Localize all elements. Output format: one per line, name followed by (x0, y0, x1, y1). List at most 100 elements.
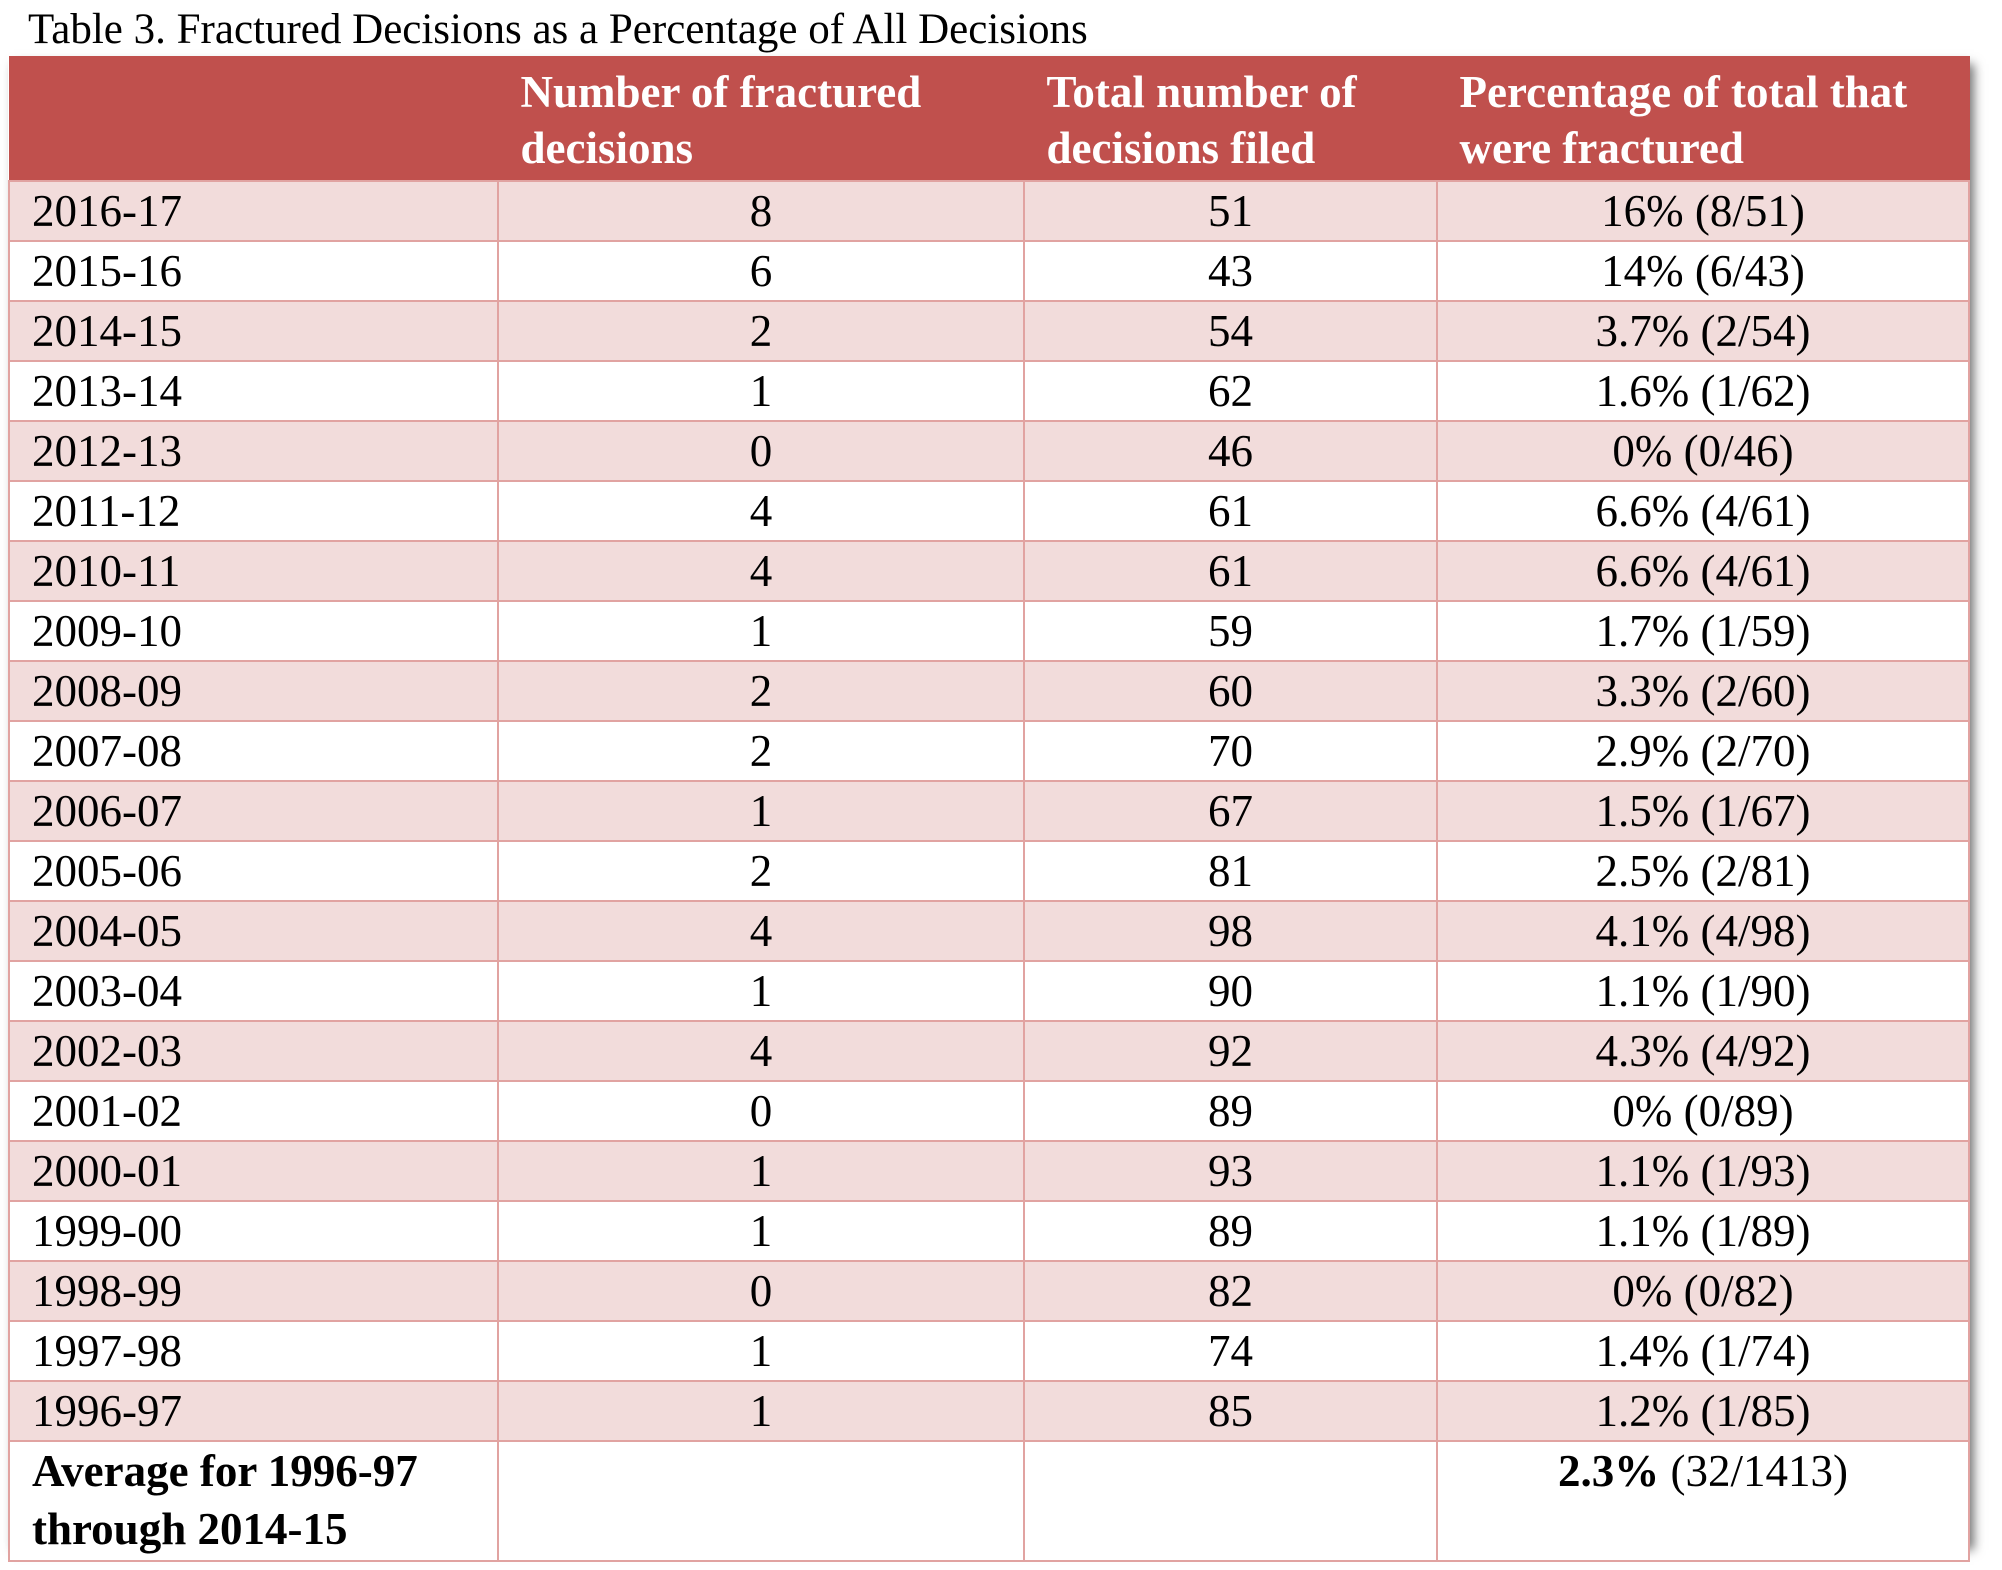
fractured-count-cell: 1 (497, 360, 1025, 422)
percentage-cell: 0% (0/82) (1436, 1260, 1970, 1322)
year-cell: 2000-01 (8, 1140, 499, 1202)
total-count-cell: 62 (1023, 360, 1438, 422)
year-cell: 2013-14 (8, 360, 499, 422)
percentage-cell: 0% (0/46) (1436, 420, 1970, 482)
fractured-count-cell: 0 (497, 1080, 1025, 1142)
percentage-cell: 1.1% (1/93) (1436, 1140, 1970, 1202)
total-count-cell: 74 (1023, 1320, 1438, 1382)
percentage-cell: 3.3% (2/60) (1436, 660, 1970, 722)
fractured-count-cell: 8 (497, 180, 1025, 242)
table-row: 2016-17 8 51 16% (8/51) (8, 180, 1970, 242)
year-cell: 2010-11 (8, 540, 499, 602)
header-total: Total number of decisions filed (1024, 56, 1438, 181)
average-fractured-cell (497, 1440, 1025, 1562)
percentage-cell: 1.1% (1/89) (1436, 1200, 1970, 1262)
percentage-cell: 14% (6/43) (1436, 240, 1970, 302)
year-cell: 2004-05 (8, 900, 499, 962)
percentage-cell: 6.6% (4/61) (1436, 480, 1970, 542)
table-body: 2016-17 8 51 16% (8/51) 2015-16 6 43 14% (6/43)… (8, 180, 1970, 1562)
table-row: 2004-05 4 98 4.1% (4/98) (8, 900, 1970, 962)
percentage-cell: 1.4% (1/74) (1436, 1320, 1970, 1382)
table-row: 2012-13 0 46 0% (0/46) (8, 420, 1970, 482)
table-row: 1997-98 1 74 1.4% (1/74) (8, 1320, 1970, 1382)
fractured-count-cell: 1 (497, 1200, 1025, 1262)
percentage-cell: 1.7% (1/59) (1436, 600, 1970, 662)
table-row: 2003-04 1 90 1.1% (1/90) (8, 960, 1970, 1022)
fractured-count-cell: 0 (497, 1260, 1025, 1322)
total-count-cell: 89 (1023, 1200, 1438, 1262)
total-count-cell: 59 (1023, 600, 1438, 662)
header-fractured: Number of fractured decisions (498, 56, 1025, 181)
fractured-count-cell: 0 (497, 420, 1025, 482)
year-cell: 2014-15 (8, 300, 499, 362)
year-cell: 1997-98 (8, 1320, 499, 1382)
percentage-cell: 16% (8/51) (1436, 180, 1970, 242)
fractured-count-cell: 4 (497, 900, 1025, 962)
year-cell: 1999-00 (8, 1200, 499, 1262)
year-cell: 1996-97 (8, 1380, 499, 1442)
table-row: 2006-07 1 67 1.5% (1/67) (8, 780, 1970, 842)
percentage-cell: 4.1% (4/98) (1436, 900, 1970, 962)
total-count-cell: 51 (1023, 180, 1438, 242)
year-cell: 2011-12 (8, 480, 499, 542)
average-row: Average for 1996-97 through 2014-15 2.3% … (8, 1440, 1970, 1562)
year-cell: 2007-08 (8, 720, 499, 782)
header-percentage: Percentage of total that were fractured (1437, 56, 1970, 181)
total-count-cell: 90 (1023, 960, 1438, 1022)
average-percentage-fraction: (32/1413) (1659, 1446, 1848, 1496)
table-row: 2013-14 1 62 1.6% (1/62) (8, 360, 1970, 422)
year-cell: 2005-06 (8, 840, 499, 902)
table-row: 1999-00 1 89 1.1% (1/89) (8, 1200, 1970, 1262)
header-row: Number of fractured decisions Total numb… (9, 56, 1970, 181)
table-row: 2001-02 0 89 0% (0/89) (8, 1080, 1970, 1142)
fractured-count-cell: 1 (497, 600, 1025, 662)
percentage-cell: 1.2% (1/85) (1436, 1380, 1970, 1442)
year-cell: 2001-02 (8, 1080, 499, 1142)
fractured-count-cell: 1 (497, 1140, 1025, 1202)
fractured-count-cell: 2 (497, 660, 1025, 722)
percentage-cell: 1.1% (1/90) (1436, 960, 1970, 1022)
total-count-cell: 61 (1023, 480, 1438, 542)
percentage-cell: 4.3% (4/92) (1436, 1020, 1970, 1082)
total-count-cell: 60 (1023, 660, 1438, 722)
total-count-cell: 85 (1023, 1380, 1438, 1442)
table-row: 2002-03 4 92 4.3% (4/92) (8, 1020, 1970, 1082)
fractured-count-cell: 2 (497, 300, 1025, 362)
year-cell: 2009-10 (8, 600, 499, 662)
table-caption: Table 3. Fractured Decisions as a Percen… (28, 6, 1088, 53)
fractured-count-cell: 1 (497, 780, 1025, 842)
year-cell: 2012-13 (8, 420, 499, 482)
total-count-cell: 61 (1023, 540, 1438, 602)
average-total-cell (1023, 1440, 1438, 1562)
table-row: 2009-10 1 59 1.7% (1/59) (8, 600, 1970, 662)
table-row: 2010-11 4 61 6.6% (4/61) (8, 540, 1970, 602)
table-row: 2008-09 2 60 3.3% (2/60) (8, 660, 1970, 722)
total-count-cell: 46 (1023, 420, 1438, 482)
fractured-count-cell: 2 (497, 840, 1025, 902)
year-cell: 2016-17 (8, 180, 499, 242)
average-label: Average for 1996-97 through 2014-15 (8, 1440, 499, 1562)
percentage-cell: 6.6% (4/61) (1436, 540, 1970, 602)
percentage-cell: 2.5% (2/81) (1436, 840, 1970, 902)
percentage-cell: 3.7% (2/54) (1436, 300, 1970, 362)
table-row: 1996-97 1 85 1.2% (1/85) (8, 1380, 1970, 1442)
total-count-cell: 82 (1023, 1260, 1438, 1322)
year-cell: 2015-16 (8, 240, 499, 302)
total-count-cell: 67 (1023, 780, 1438, 842)
percentage-cell: 2.9% (2/70) (1436, 720, 1970, 782)
total-count-cell: 43 (1023, 240, 1438, 302)
year-cell: 1998-99 (8, 1260, 499, 1322)
average-percentage-value: 2.3% (1558, 1446, 1660, 1496)
fractured-count-cell: 1 (497, 1380, 1025, 1442)
total-count-cell: 89 (1023, 1080, 1438, 1142)
table-row: 1998-99 0 82 0% (0/82) (8, 1260, 1970, 1322)
year-cell: 2008-09 (8, 660, 499, 722)
fractured-count-cell: 4 (497, 540, 1025, 602)
fractured-count-cell: 1 (497, 1320, 1025, 1382)
percentage-cell: 0% (0/89) (1436, 1080, 1970, 1142)
table-frame: Number of fractured decisions Total numb… (8, 56, 1970, 1562)
year-cell: 2003-04 (8, 960, 499, 1022)
average-percentage-cell: 2.3% (32/1413) (1436, 1440, 1970, 1562)
total-count-cell: 93 (1023, 1140, 1438, 1202)
total-count-cell: 81 (1023, 840, 1438, 902)
